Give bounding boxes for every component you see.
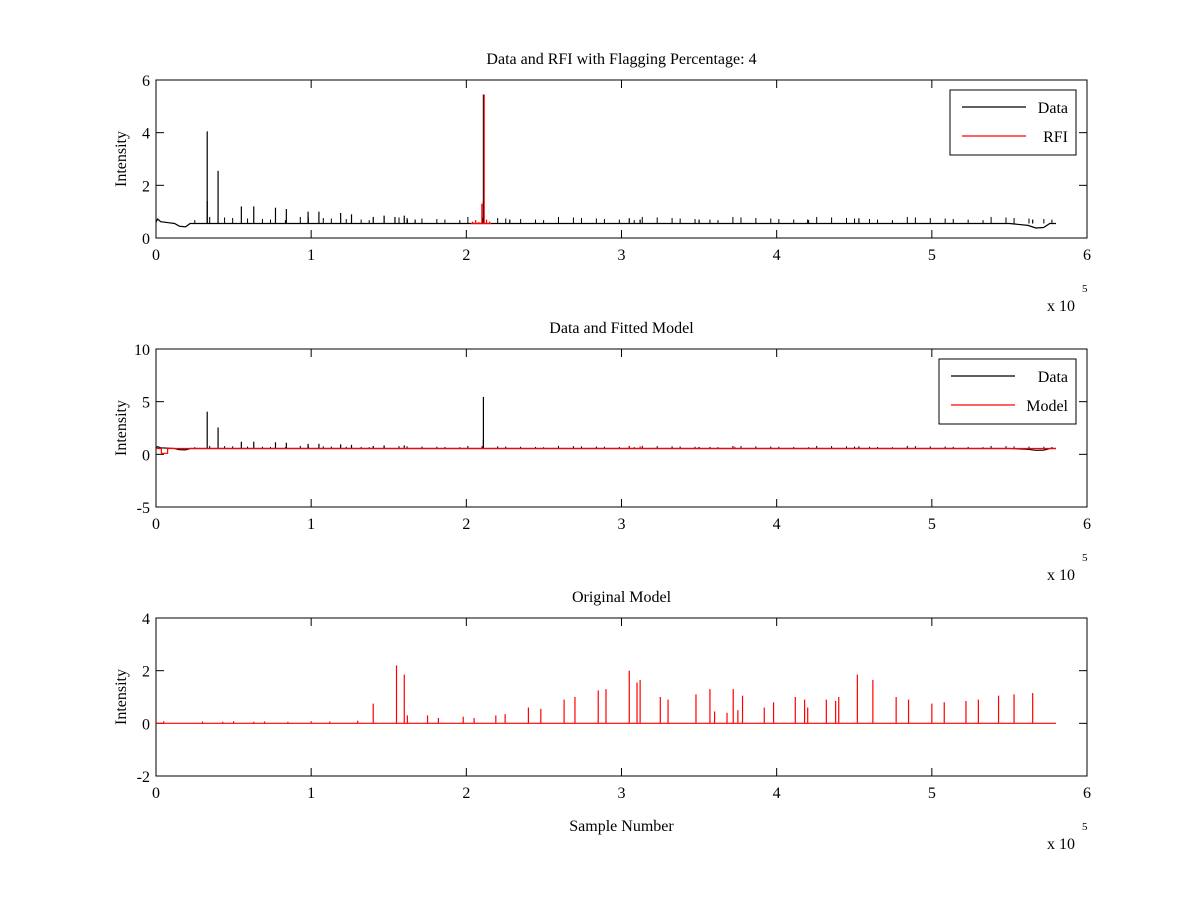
- y-axis-label: Intensity: [113, 131, 130, 187]
- y-tick-label: 5: [142, 395, 150, 412]
- legend-box: [949, 89, 1077, 156]
- y-tick-label: 0: [142, 716, 150, 733]
- legend-box: [938, 358, 1077, 425]
- series-group: [156, 396, 1056, 454]
- x-multiplier-label: x 10: [1047, 836, 1075, 853]
- x-tick-label: 4: [773, 516, 781, 533]
- y-tick-label: -2: [137, 769, 150, 786]
- plot-area: [155, 348, 1088, 508]
- x-multiplier-label: x 10: [1047, 567, 1075, 584]
- series-group: [156, 665, 1056, 724]
- chart-panel-1: 0 1 2 3 4 5 6 0 2 4 6 Data and RFI with Flagging Pe…: [113, 51, 1091, 315]
- x-tick-label: 2: [462, 785, 470, 802]
- x-tick-label: 4: [773, 247, 781, 264]
- chart-title: Data and Fitted Model: [549, 320, 694, 337]
- x-tick-label: 1: [307, 516, 315, 533]
- x-tick-label: 1: [307, 785, 315, 802]
- y-tick-label: 10: [134, 342, 150, 359]
- legend-label: Model: [1026, 398, 1068, 415]
- x-tick-label: 3: [618, 516, 626, 533]
- x-exponent-label: 5: [1082, 821, 1088, 833]
- x-tick-label: 5: [928, 516, 936, 533]
- x-tick-label: 0: [152, 785, 160, 802]
- y-tick-label: 6: [142, 73, 150, 90]
- x-tick-label: 6: [1083, 785, 1091, 802]
- series-line-2: [156, 447, 1056, 454]
- y-tick-label: -5: [137, 500, 150, 517]
- x-axis-label: Sample Number: [569, 818, 674, 835]
- y-tick-label: 0: [142, 231, 150, 248]
- series-line-1: [156, 218, 1056, 229]
- x-tick-label: 4: [773, 785, 781, 802]
- y-tick-label: 4: [142, 611, 150, 628]
- legend-label: Data: [1038, 100, 1068, 117]
- plot-area: [155, 617, 1088, 777]
- x-tick-label: 3: [618, 247, 626, 264]
- y-tick-label: 4: [142, 126, 150, 143]
- legend-label: RFI: [1043, 129, 1068, 146]
- y-axis-label: Intensity: [113, 669, 130, 725]
- x-tick-label: 6: [1083, 516, 1091, 533]
- x-tick-label: 2: [462, 516, 470, 533]
- legend: Data Model: [938, 358, 1077, 425]
- legend: Data RFI: [949, 89, 1077, 156]
- x-tick-label: 1: [307, 247, 315, 264]
- y-tick-label: 2: [142, 178, 150, 195]
- x-exponent-label: 5: [1082, 283, 1088, 295]
- y-axis-label: Intensity: [113, 400, 130, 456]
- x-tick-label: 3: [618, 785, 626, 802]
- x-tick-label: 5: [928, 785, 936, 802]
- series-group: [156, 94, 1056, 229]
- y-tick-label: 0: [142, 447, 150, 464]
- x-tick-label: 0: [152, 516, 160, 533]
- x-tick-label: 6: [1083, 247, 1091, 264]
- x-tick-label: 2: [462, 247, 470, 264]
- x-tick-label: 0: [152, 247, 160, 264]
- chart-title: Data and RFI with Flagging Percentage: 4: [486, 51, 756, 68]
- x-tick-label: 5: [928, 247, 936, 264]
- y-tick-label: 2: [142, 664, 150, 681]
- x-multiplier-label: x 10: [1047, 298, 1075, 315]
- plot-area: [155, 79, 1088, 239]
- legend-label: Data: [1038, 369, 1068, 386]
- x-exponent-label: 5: [1082, 552, 1088, 564]
- chart-title: Original Model: [572, 589, 672, 606]
